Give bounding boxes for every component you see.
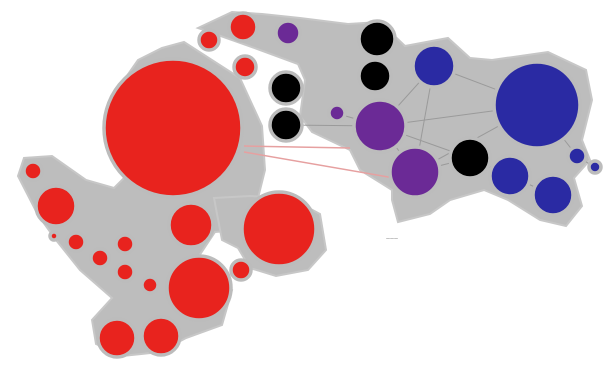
node-purple <box>388 145 442 199</box>
node-red <box>34 184 78 228</box>
node-black <box>268 107 304 143</box>
node-black <box>448 136 492 180</box>
node-blue <box>566 145 588 167</box>
node-red <box>65 231 87 253</box>
node-red <box>197 28 221 52</box>
node-blue <box>411 43 457 89</box>
node-red <box>114 233 136 255</box>
small-label: ——— <box>386 236 398 241</box>
edge <box>243 151 395 179</box>
node-red <box>96 317 138 359</box>
node-purple <box>327 103 347 123</box>
node-blue <box>492 60 582 150</box>
node-red <box>240 190 318 268</box>
node-red <box>89 247 111 269</box>
node-red <box>232 54 258 80</box>
node-red <box>227 11 259 43</box>
node-red <box>165 254 233 322</box>
node-red <box>114 261 136 283</box>
node-red <box>140 315 182 357</box>
node-red <box>48 230 60 242</box>
node-red <box>229 258 253 282</box>
node-blue <box>587 159 603 175</box>
node-blue <box>531 173 575 217</box>
edge <box>243 145 351 149</box>
node-red <box>102 57 244 199</box>
node-black <box>357 19 397 59</box>
node-red <box>140 275 160 295</box>
node-purple <box>352 98 408 154</box>
node-red <box>167 201 215 249</box>
node-blue <box>488 154 532 198</box>
node-purple <box>274 19 302 47</box>
nodes <box>22 11 603 359</box>
node-black <box>268 70 304 106</box>
node-black <box>357 58 393 94</box>
node-red <box>22 160 44 182</box>
